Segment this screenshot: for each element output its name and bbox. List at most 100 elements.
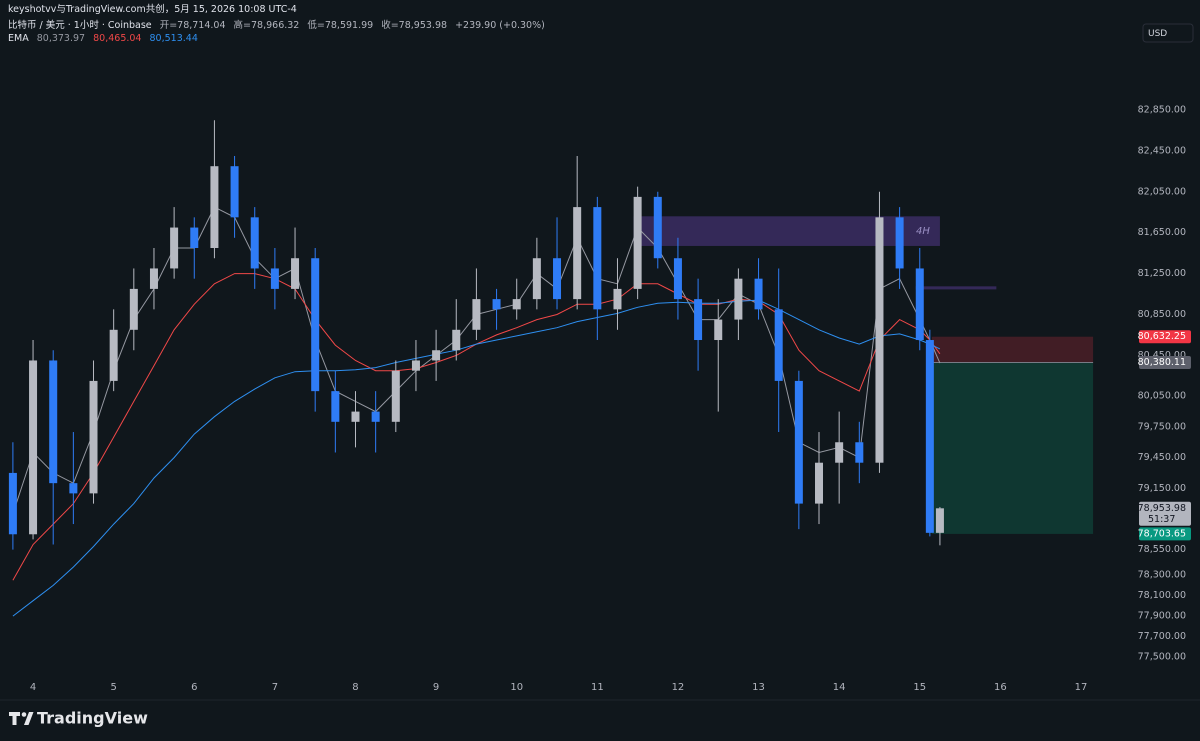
x-tick-label: 13: [752, 682, 765, 693]
x-tick-label: 10: [510, 682, 523, 693]
y-tick-label: 80,450.00: [1138, 350, 1186, 361]
candle-body: [512, 299, 521, 310]
ema-row: EMA 80,373.97 80,465.04 80,513.44: [8, 33, 550, 45]
x-tick-label: 15: [913, 682, 926, 693]
candle-body: [371, 411, 380, 422]
symbol: 比特币 / 美元 · 1小时 · Coinbase: [8, 20, 152, 31]
y-tick-label: 79,150.00: [1138, 483, 1186, 494]
y-tick-label: 81,250.00: [1138, 268, 1186, 279]
y-tick-label: 78,100.00: [1138, 590, 1186, 601]
stop-zone: [931, 336, 1094, 363]
candle-body: [794, 380, 803, 504]
candle-body: [311, 258, 320, 392]
x-tick-label: 12: [672, 682, 685, 693]
candle-body: [149, 268, 158, 289]
candle-body: [210, 166, 219, 248]
zone: [633, 216, 940, 246]
candle-body: [593, 207, 602, 310]
zone: [915, 286, 997, 290]
price-label: 80,380.11: [1138, 357, 1186, 368]
ohlc: 高=78,966.32: [233, 20, 300, 31]
header: keyshotvv与TradingView.com共创，5月 15, 2026 …: [8, 4, 297, 15]
y-tick-label: 77,500.00: [1138, 651, 1186, 662]
y-tick-label: 77,700.00: [1138, 631, 1186, 642]
y-tick-label: 77,900.00: [1138, 611, 1186, 622]
candle-body: [835, 442, 844, 463]
currency-button[interactable]: [1142, 23, 1194, 43]
candle-body: [673, 258, 682, 300]
candle-body: [8, 472, 17, 535]
candle-body: [754, 278, 763, 310]
candle-body: [875, 217, 884, 463]
countdown: 51:37: [1148, 514, 1175, 525]
x-tick-label: 6: [191, 682, 197, 693]
y-tick-label: 82,050.00: [1138, 186, 1186, 197]
brand-logo: [9, 712, 34, 725]
candle-body: [613, 288, 622, 310]
ema-value: 80,465.04: [93, 33, 142, 44]
candle-body: [492, 299, 501, 310]
candle-body: [472, 299, 481, 330]
candle-body: [734, 278, 743, 320]
zone-label: 4H: [916, 226, 930, 237]
candle-body: [774, 309, 783, 381]
x-tick-label: 17: [1075, 682, 1088, 693]
x-tick-label: 9: [433, 682, 439, 693]
candle-body: [230, 166, 239, 218]
plot-area: 4 5 6 7 8 9 10 11 12 13 14 15 16 17 82,850.00 82,450.00…: [8, 104, 1186, 693]
x-tick-label: 14: [833, 682, 846, 693]
candle-body: [270, 268, 279, 289]
candle-body: [69, 483, 78, 494]
y-tick-label: 79,750.00: [1138, 421, 1186, 432]
price-label: 78,953.98: [1138, 503, 1186, 514]
target-zone: [931, 362, 1094, 534]
price-label-bg: [1139, 527, 1191, 541]
x-tick-label: 7: [272, 682, 278, 693]
y-tick-label: 79,450.00: [1138, 452, 1186, 463]
candle-body: [553, 258, 562, 300]
y-tick-label: 78,300.00: [1138, 570, 1186, 581]
candle-body: [633, 196, 642, 289]
candle-body: [29, 360, 38, 535]
candle-body: [895, 217, 904, 269]
x-tick-label: 4: [30, 682, 36, 693]
price-label-bg: [1139, 330, 1191, 344]
candle-body: [109, 329, 118, 381]
candle-body: [291, 258, 300, 289]
candle-body: [331, 391, 340, 422]
brand: TradingView: [37, 709, 148, 728]
candle-body: [170, 227, 179, 269]
price-label: 78,703.65: [1138, 528, 1186, 539]
y-tick-label: 81,650.00: [1138, 227, 1186, 238]
candle-body: [432, 350, 441, 361]
candle-body: [925, 340, 934, 533]
symbol-row: 比特币 / 美元 · 1小时 · Coinbase 开=78,714.04 高=…: [8, 20, 550, 32]
ohlc: 开=78,714.04: [159, 20, 226, 31]
price-label-bg: [1139, 355, 1191, 369]
y-tick-label: 78,550.00: [1138, 544, 1186, 555]
candle-body: [935, 508, 944, 533]
x-tick-label: 5: [110, 682, 116, 693]
candle-body: [532, 258, 541, 300]
currency[interactable]: USD: [1148, 29, 1167, 39]
ema-value: 80,373.97: [36, 33, 86, 44]
candle-body: [250, 217, 259, 269]
y-tick-label: 82,450.00: [1138, 145, 1186, 156]
ema-line: [12, 273, 941, 581]
candle-body: [855, 442, 864, 463]
candle-body: [89, 380, 98, 494]
candle-body: [391, 370, 400, 422]
ohlc: 低=78,591.99: [307, 20, 374, 31]
price-label-bg: [1139, 501, 1191, 526]
candle-body: [452, 329, 461, 351]
price-label: 80,632.25: [1138, 331, 1186, 342]
legend: keyshotvv与TradingView.com共创，5月 15, 2026 …: [8, 4, 550, 46]
ema-line: [12, 299, 941, 617]
candle-body: [129, 288, 138, 330]
candle-body: [815, 462, 824, 504]
y-tick-label: 80,850.00: [1138, 309, 1186, 320]
ema-value: 80,513.44: [149, 33, 198, 44]
candle-body: [653, 196, 662, 259]
candle-body: [915, 268, 924, 341]
